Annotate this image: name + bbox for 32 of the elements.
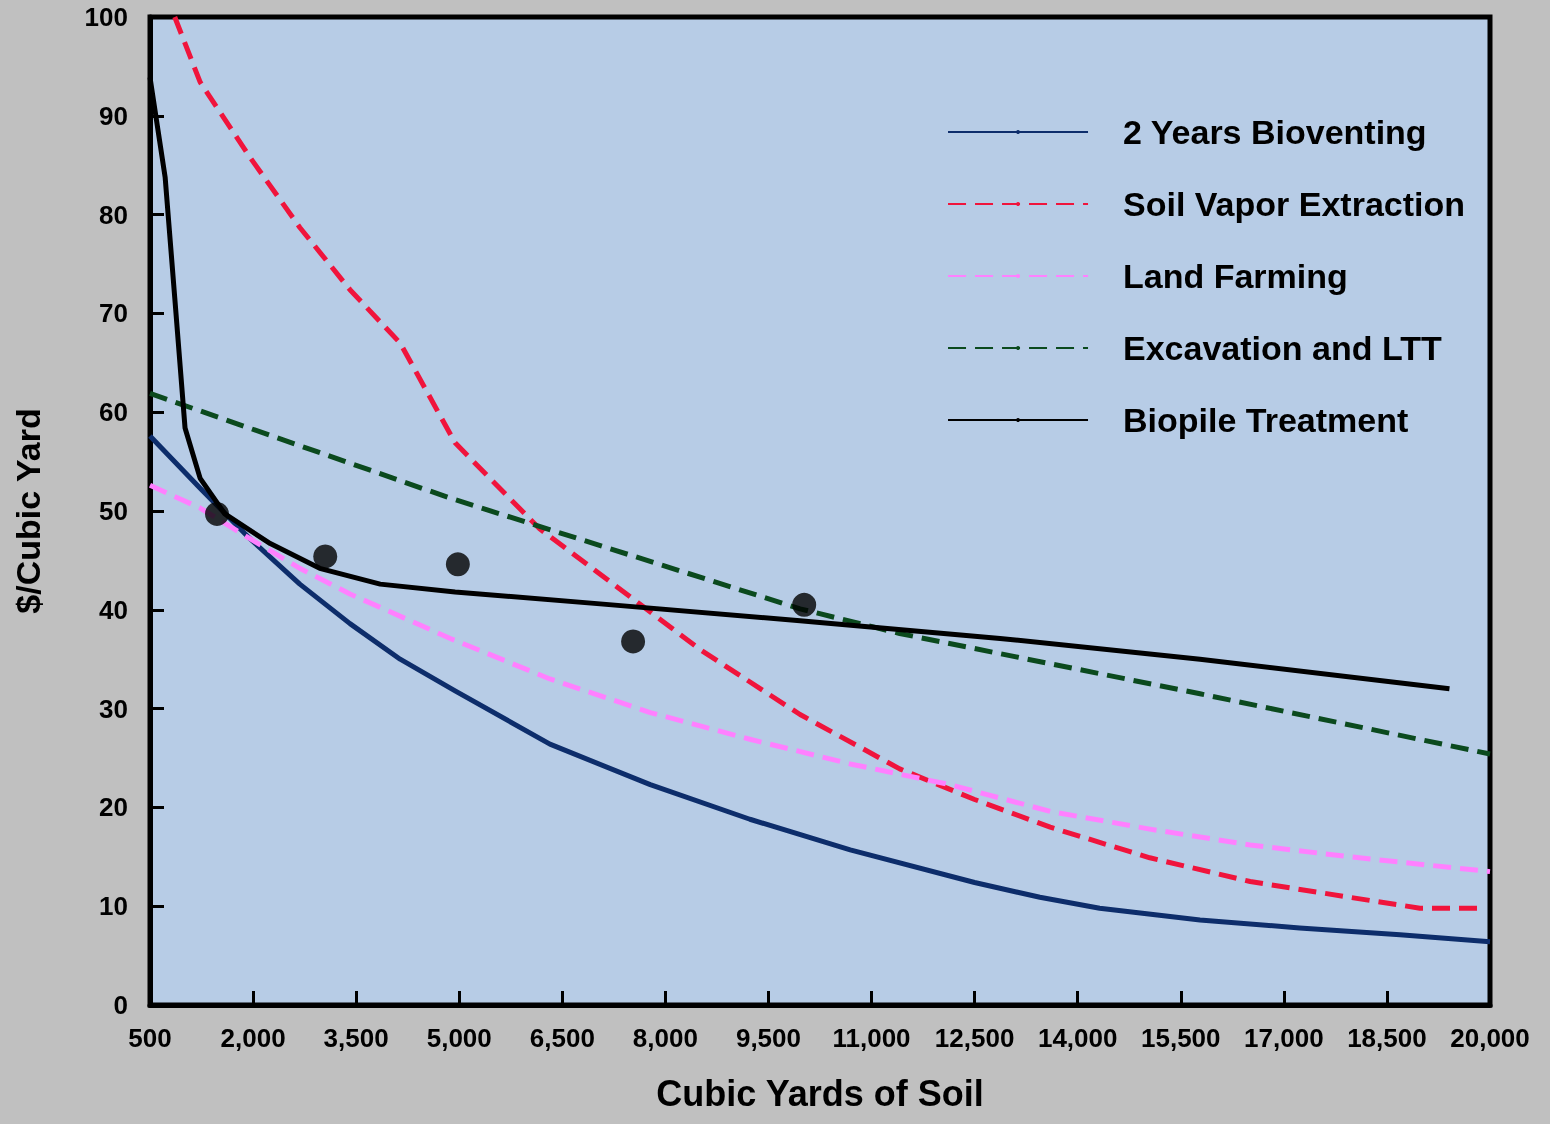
y-tick-label: 0	[113, 990, 128, 1020]
x-tick-label: 18,500	[1347, 1023, 1427, 1053]
x-tick-label: 8,000	[632, 1023, 698, 1053]
x-tick-label: 14,000	[1037, 1023, 1118, 1053]
y-tick-label: 70	[99, 298, 128, 329]
x-tick-label: 20,000	[1450, 1023, 1530, 1053]
y-tick-label: 10	[99, 891, 128, 922]
y-tick-label: 20	[99, 792, 128, 823]
x-axis-title: Cubic Yards of Soil	[656, 1072, 984, 1114]
x-tick-label: 6,500	[529, 1023, 595, 1053]
legend-label: Biopile Treatment	[1123, 401, 1409, 439]
y-tick-label: 80	[99, 199, 128, 230]
legend-label: Soil Vapor Extraction	[1123, 185, 1466, 223]
legend-label: 2 Years Bioventing	[1123, 113, 1427, 151]
x-tick-label: 5,000	[426, 1023, 492, 1053]
y-tick-label: 30	[99, 693, 128, 724]
x-tick-label: 9,500	[735, 1023, 801, 1053]
y-tick-label: 100	[84, 2, 128, 32]
y-tick-label: 90	[99, 100, 128, 131]
y-axis-title: $/Cubic Yard	[9, 408, 47, 614]
y-tick-label: 60	[99, 397, 128, 428]
y-tick-label: 50	[99, 496, 128, 526]
x-tick-label: 11,000	[832, 1023, 911, 1053]
x-tick-label: 17,000	[1244, 1023, 1324, 1053]
x-tick-label: 12,500	[934, 1023, 1015, 1053]
legend-label: Excavation and LTT	[1123, 329, 1442, 367]
x-tick-label: 3,500	[323, 1023, 389, 1053]
x-tick-label: 500	[128, 1023, 172, 1053]
x-tick-label: 15,500	[1141, 1023, 1221, 1053]
legend-label: Land Farming	[1123, 257, 1348, 295]
y-tick-label: 40	[99, 594, 128, 625]
x-tick-label: 2,000	[220, 1023, 286, 1053]
